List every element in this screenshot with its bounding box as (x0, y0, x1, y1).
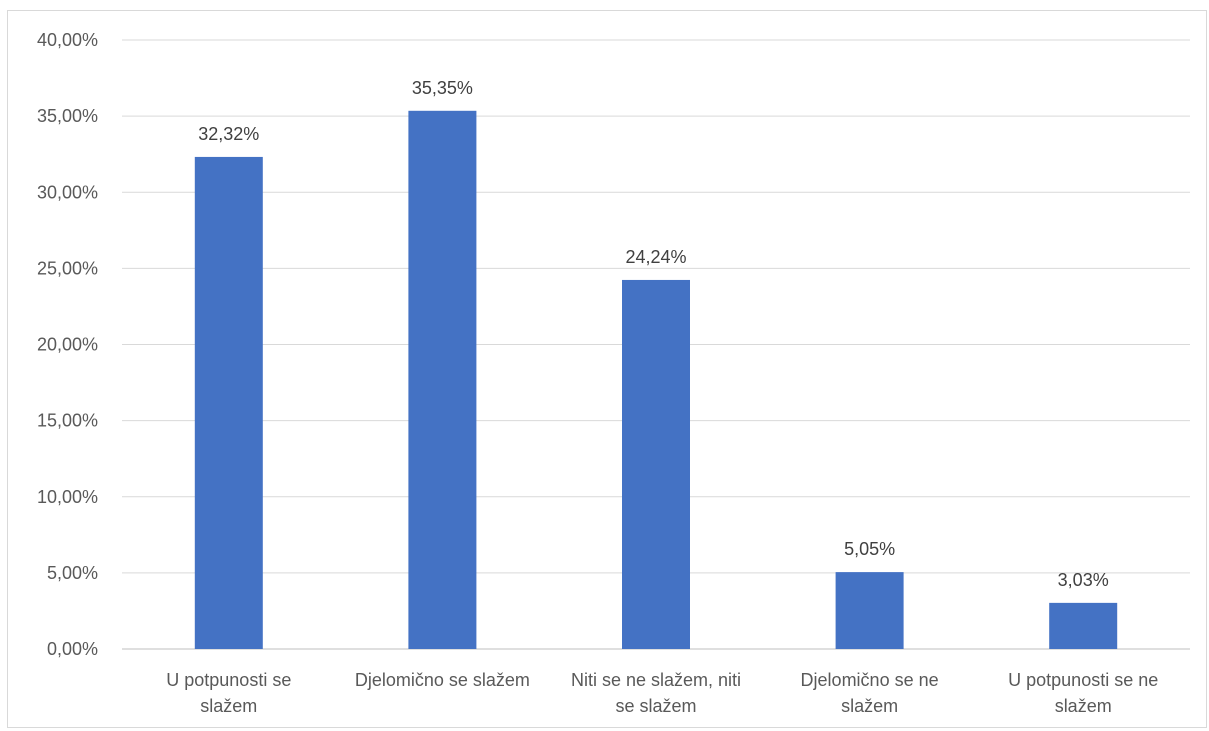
data-label: 5,05% (844, 539, 895, 559)
x-tick-label: U potpunosti se ne slažem (1008, 670, 1158, 716)
bar (194, 156, 263, 650)
x-tick-label: Djelomično se ne slažem (801, 670, 939, 716)
y-tick-label: 0,00% (47, 639, 98, 659)
y-tick-label: 40,00% (37, 30, 98, 50)
x-tick-label: Djelomično se slažem (355, 670, 530, 690)
data-label: 35,35% (412, 78, 473, 98)
data-label: 32,32% (198, 124, 259, 144)
y-tick-label: 35,00% (37, 106, 98, 126)
y-tick-label: 30,00% (37, 182, 98, 202)
y-tick-label: 5,00% (47, 563, 98, 583)
data-label: 3,03% (1058, 570, 1109, 590)
bar (622, 279, 690, 649)
x-tick-label: Niti se ne slažem, niti se slažem (571, 670, 741, 716)
bar (1049, 602, 1118, 649)
x-tick-label: U potpunosti se slažem (166, 670, 291, 716)
y-tick-label: 25,00% (37, 258, 98, 278)
y-tick-label: 20,00% (37, 335, 98, 355)
y-tick-label: 15,00% (37, 411, 98, 431)
data-label: 24,24% (625, 247, 686, 267)
bar (408, 110, 477, 649)
bar (835, 572, 904, 649)
y-tick-label: 10,00% (37, 487, 98, 507)
